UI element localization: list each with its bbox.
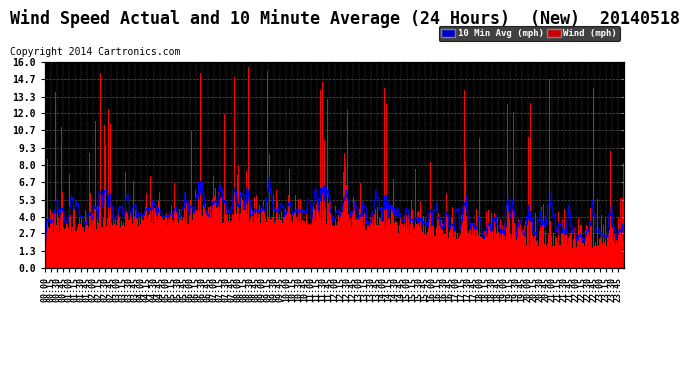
Text: Copyright 2014 Cartronics.com: Copyright 2014 Cartronics.com: [10, 47, 181, 57]
Legend: 10 Min Avg (mph), Wind (mph): 10 Min Avg (mph), Wind (mph): [439, 26, 620, 40]
Text: Wind Speed Actual and 10 Minute Average (24 Hours)  (New)  20140518: Wind Speed Actual and 10 Minute Average …: [10, 9, 680, 28]
